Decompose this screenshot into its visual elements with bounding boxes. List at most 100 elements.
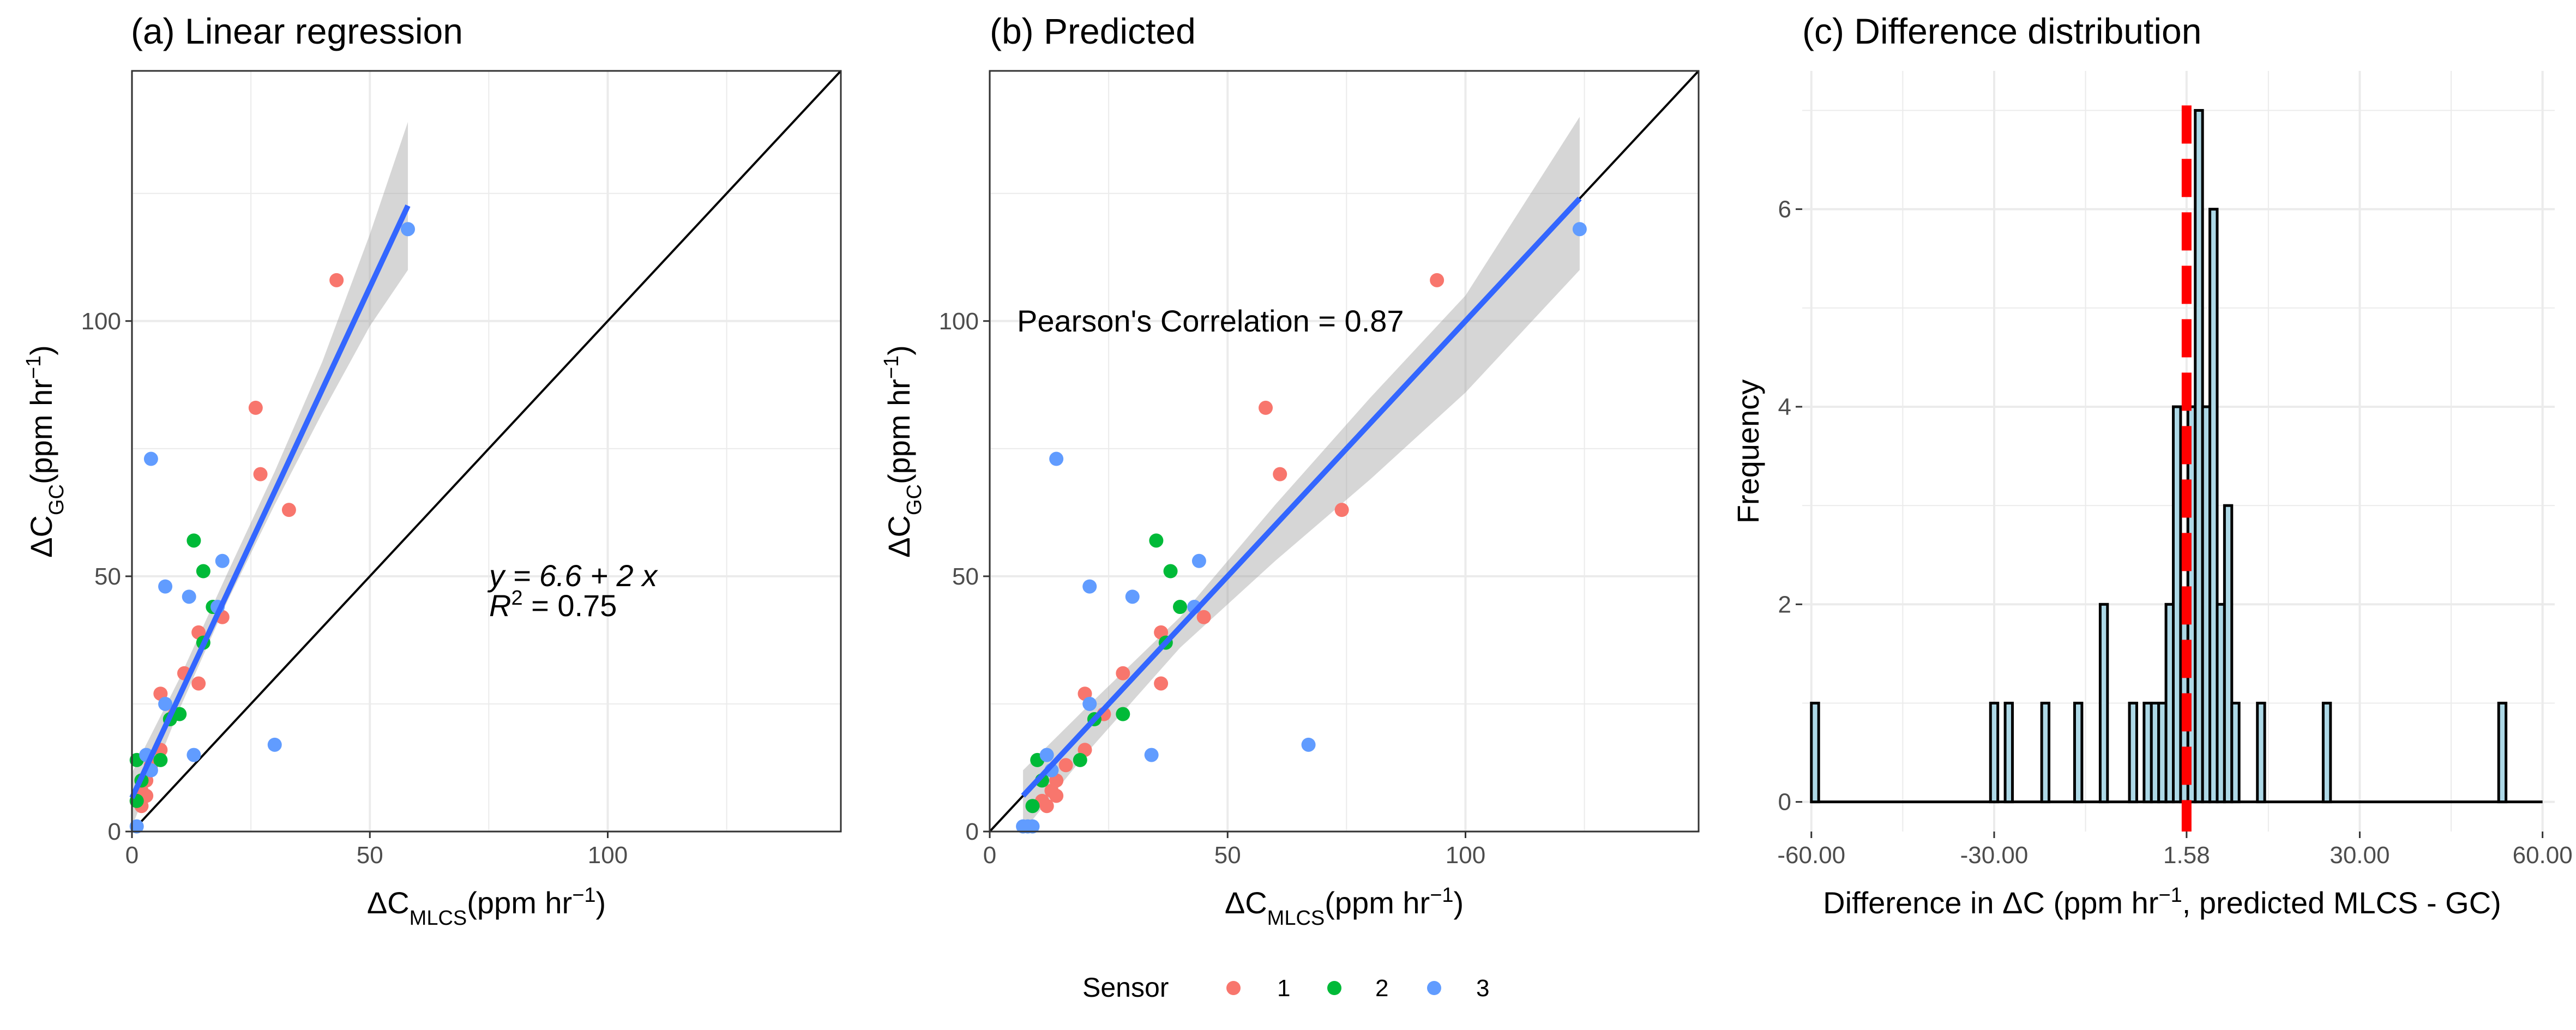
a-x-tick-label: 100 (588, 842, 628, 869)
point-sensor-3 (1144, 748, 1159, 762)
panel-c-title: (c) Difference distribution (1802, 11, 2201, 51)
histogram-bar (1810, 701, 1820, 804)
panel-b-confidence-band (1023, 117, 1580, 832)
panel-b-correlation-annotation: Pearson's Correlation = 0.87 (1017, 304, 1404, 338)
point-sensor-3 (1039, 748, 1054, 762)
a-x-tick-label: 50 (357, 842, 383, 869)
point-sensor-3 (1049, 451, 1064, 466)
c-x-tick-label: 30.00 (2330, 842, 2390, 869)
point-sensor-2 (1163, 564, 1178, 579)
point-sensor-1 (1334, 503, 1349, 517)
point-sensor-1 (1430, 273, 1445, 287)
point-sensor-2 (1116, 707, 1130, 721)
histogram-bar (2256, 701, 2266, 804)
point-sensor-1 (329, 273, 344, 287)
point-sensor-3 (1082, 696, 1097, 711)
histogram-bar (2003, 701, 2014, 804)
panel-c-x-axis-label: Difference in ΔC (ppm hr−1, predicted ML… (1823, 884, 2501, 920)
c-x-tick-label: -60.00 (1777, 842, 1845, 869)
histogram-bar (2098, 603, 2109, 804)
b-y-tick-label: 0 (966, 818, 979, 845)
histogram-bar (1989, 701, 2000, 804)
histogram-bar (2223, 504, 2234, 804)
panel-c-histogram-bars (1810, 109, 2543, 804)
point-sensor-2 (186, 533, 201, 548)
histogram-bar (2040, 701, 2051, 804)
c-x-tick-label: -30.00 (1960, 842, 2029, 869)
point-sensor-1 (1039, 799, 1054, 814)
point-sensor-3 (143, 451, 158, 466)
panel-b-border (989, 70, 1700, 833)
point-sensor-1 (1154, 676, 1169, 691)
point-sensor-3 (158, 579, 173, 594)
a-fit-line (129, 204, 411, 799)
point-sensor-3 (158, 696, 173, 711)
panel-a-identity-line-group (131, 70, 842, 833)
point-sensor-2 (1073, 752, 1087, 767)
point-sensor-1 (1058, 758, 1073, 773)
a-y-tick-label: 0 (108, 818, 121, 845)
point-sensor-3 (129, 819, 144, 834)
legend-key-sensor-1 (1226, 981, 1241, 995)
panel-a-x-axis-label: ΔCMLCS(ppm hr−1) (367, 884, 606, 930)
b-x-tick-label: 0 (983, 842, 996, 869)
point-sensor-1 (1116, 666, 1130, 680)
b-x-tick-label: 50 (1214, 842, 1241, 869)
legend-label-sensor-2: 2 (1375, 975, 1388, 1002)
legend-label-sensor-1: 1 (1277, 975, 1290, 1002)
c-x-tick-label: 60.00 (2513, 842, 2573, 869)
point-sensor-2 (153, 752, 168, 767)
panel-c-y-axis-label: Frequency (1731, 380, 1765, 524)
histogram-bar (2073, 701, 2084, 804)
panel-b-tick-labels: 0 50 100 0 50 100 (939, 308, 1486, 869)
panel-b-predicted: (b) Predicted 0 50 100 0 50 100 Pearson's Cor… (880, 11, 1700, 930)
histogram-bar (2497, 701, 2508, 804)
panel-a-title: (a) Linear regression (131, 11, 463, 51)
histogram-bar (2230, 701, 2241, 804)
a-y-tick-label: 50 (94, 563, 121, 590)
point-sensor-1 (1049, 788, 1064, 803)
point-sensor-3 (186, 748, 201, 762)
panel-a-equation: y = 6.6 + 2 x (487, 558, 658, 593)
c-y-tick-label: 6 (1778, 196, 1791, 223)
panel-a-linear-regression: (a) Linear regression 0 50 100 0 50 100 y = 6… (22, 11, 842, 930)
legend: Sensor 1 2 3 (1082, 972, 1489, 1003)
panel-b-fit-line-group (1021, 196, 1582, 798)
panel-b-title: (b) Predicted (990, 11, 1196, 51)
point-sensor-2 (196, 564, 210, 579)
legend-label-sensor-3: 3 (1476, 975, 1489, 1002)
point-sensor-3 (1125, 589, 1140, 604)
panel-a-fit-line-group (129, 204, 411, 799)
b-fit-line (1021, 196, 1582, 798)
histogram-bar (2208, 208, 2219, 804)
panel-b-y-axis-label: ΔCGC(ppm hr−1) (880, 345, 926, 558)
point-sensor-3 (1016, 819, 1031, 834)
point-sensor-1 (1259, 400, 1273, 415)
histogram-bar (2321, 701, 2332, 804)
panel-a-border (131, 70, 842, 833)
b-ci-band (1023, 117, 1580, 832)
point-sensor-1 (248, 400, 263, 415)
point-sensor-3 (1301, 737, 1316, 752)
point-sensor-1 (1196, 610, 1211, 624)
point-sensor-1 (1273, 467, 1287, 481)
c-y-tick-label: 0 (1778, 789, 1791, 816)
c-y-tick-label: 2 (1778, 591, 1791, 618)
legend-title: Sensor (1082, 972, 1169, 1003)
point-sensor-2 (1172, 600, 1187, 615)
point-sensor-3 (1082, 579, 1097, 594)
point-sensor-2 (1025, 799, 1040, 814)
point-sensor-1 (281, 503, 296, 517)
histogram-bar (2128, 701, 2138, 804)
point-sensor-3 (401, 222, 416, 237)
panel-b-x-axis-label: ΔCMLCS(ppm hr−1) (1225, 884, 1464, 930)
b-x-tick-label: 100 (1446, 842, 1485, 869)
panel-a-r2: R2 = 0.75 (489, 587, 617, 623)
a-identity-line (131, 70, 842, 833)
point-sensor-3 (182, 589, 196, 604)
a-y-tick-label: 100 (81, 308, 121, 335)
panel-c-difference-distribution: (c) Difference distribution -60.00 -30.00… (1731, 11, 2573, 920)
legend-key-sensor-2 (1327, 981, 1341, 995)
c-x-tick-label: 1.58 (2163, 842, 2210, 869)
